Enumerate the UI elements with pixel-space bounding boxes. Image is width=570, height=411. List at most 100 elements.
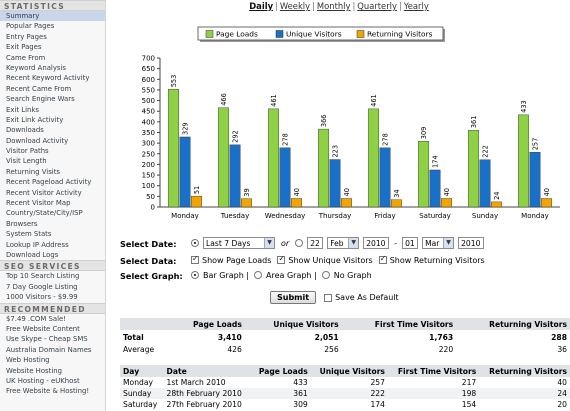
range-dash: - bbox=[394, 238, 398, 248]
tab-yearly[interactable]: Yearly bbox=[403, 1, 429, 11]
bar-page-loads-2 bbox=[268, 108, 279, 208]
bar-value-label: 361 bbox=[470, 116, 478, 129]
table-cell: 3,410 bbox=[217, 332, 242, 342]
daily_table-header-day: Day bbox=[120, 365, 164, 377]
bar-returning-visitors-2 bbox=[291, 198, 302, 208]
sidebar-item-visitor-paths[interactable]: Visitor Paths bbox=[6, 147, 49, 156]
date-preset-select[interactable]: Last 7 Days ▼ bbox=[203, 237, 275, 249]
from-month-select[interactable]: Feb ▼ bbox=[327, 237, 360, 249]
sidebar-item-downloads[interactable]: Downloads bbox=[6, 126, 44, 135]
bar-value-label: 278 bbox=[382, 133, 390, 146]
sidebar-item-search-engine-wars[interactable]: Search Engine Wars bbox=[6, 95, 75, 104]
sidebar-item-free-website-content[interactable]: Free Website Content bbox=[6, 324, 80, 333]
bar-value-label: 40 bbox=[443, 188, 451, 196]
sidebar-item-exit-pages[interactable]: Exit Pages bbox=[6, 43, 42, 52]
sidebar-item-download-activity[interactable]: Download Activity bbox=[6, 136, 69, 145]
daily-table: Day Date Page Loads Unique Visitors First Ti… bbox=[120, 365, 570, 410]
x-tick-label: Tuesday bbox=[220, 212, 249, 220]
area-graph-radio[interactable] bbox=[254, 271, 262, 279]
tab-daily[interactable]: Daily bbox=[249, 1, 274, 11]
sidebar-item-1000-visitors-9-99[interactable]: 1000 Visitors - $9.99 bbox=[6, 293, 78, 302]
to-month-select[interactable]: Mar ▼ bbox=[422, 237, 455, 249]
sidebar-item-download-logs[interactable]: Download Logs bbox=[6, 250, 59, 259]
sidebar-item-web-hosting[interactable]: Web Hosting bbox=[6, 356, 50, 365]
bar-value-label: 466 bbox=[220, 93, 228, 106]
chevron-down-icon: ▼ bbox=[264, 238, 274, 248]
bar-value-label: 24 bbox=[493, 192, 501, 200]
tab-weekly[interactable]: Weekly bbox=[279, 1, 311, 11]
table-cell: 220 bbox=[438, 345, 454, 354]
bar-page-loads-4 bbox=[368, 108, 379, 208]
sidebar-item-7-day-google-listing[interactable]: 7 Day Google Listing bbox=[6, 282, 78, 291]
submit-row: Submit Save As Default bbox=[270, 291, 399, 304]
sidebar-item-visit-length[interactable]: Visit Length bbox=[6, 157, 47, 166]
table-cell: 217 bbox=[461, 378, 477, 387]
bar-unique-visitors-0 bbox=[179, 136, 191, 208]
bar-page-loads-7 bbox=[518, 114, 529, 208]
sidebar-item-country-state-city-isp[interactable]: Country/State/City/ISP bbox=[6, 209, 83, 218]
sidebar-item-recent-visitor-map[interactable]: Recent Visitor Map bbox=[6, 199, 71, 208]
bar-value-label: 223 bbox=[332, 145, 340, 158]
sidebar-item-exit-links[interactable]: Exit Links bbox=[6, 105, 39, 114]
sidebar-item-top-10-search-listing[interactable]: Top 10 Search Listing bbox=[6, 272, 80, 281]
bar-unique-visitors-7 bbox=[529, 152, 541, 208]
sidebar-item-lookup-ip-address[interactable]: Lookup IP Address bbox=[6, 240, 69, 249]
sidebar-item-7-49-com-sale[interactable]: $7.49 .COM Sale! bbox=[6, 314, 66, 323]
tab-monthly[interactable]: Monthly bbox=[316, 1, 351, 11]
daily_table-header-returning-visitors: Returning Visitors bbox=[479, 365, 570, 377]
table-cell: 198 bbox=[387, 388, 480, 399]
bar-value-label: 461 bbox=[270, 94, 278, 107]
sidebar-item-recent-pageload-activity[interactable]: Recent Pageload Activity bbox=[6, 178, 92, 187]
bar-graph-radio[interactable] bbox=[191, 271, 199, 279]
from-day-field[interactable]: 22 bbox=[307, 237, 324, 249]
sidebar-item-website-hosting[interactable]: Website Hosting bbox=[6, 366, 63, 375]
to-year-field[interactable]: 2010 bbox=[458, 237, 485, 249]
x-tick-label: Monday bbox=[171, 212, 199, 220]
page-loads-checkbox[interactable] bbox=[191, 254, 199, 264]
sidebar-item-system-stats[interactable]: System Stats bbox=[6, 230, 52, 239]
save-default-checkbox[interactable] bbox=[324, 293, 333, 302]
sidebar-section-statistics: STATISTICS bbox=[0, 0, 105, 11]
x-tick-label: Saturday bbox=[419, 212, 451, 220]
sidebar-item-keyword-analysis[interactable]: Keyword Analysis bbox=[6, 63, 67, 72]
sidebar-item-recent-keyword-activity[interactable]: Recent Keyword Activity bbox=[6, 74, 90, 83]
sidebar-item-browsers[interactable]: Browsers bbox=[6, 219, 38, 228]
sidebar-item-uk-hosting-eukhost[interactable]: UK Hosting - eUKhost bbox=[6, 376, 80, 385]
y-tick-label: 200 bbox=[142, 161, 155, 169]
sidebar-item-exit-link-activity[interactable]: Exit Link Activity bbox=[6, 115, 64, 124]
table-cell: 309 bbox=[293, 400, 308, 409]
sidebar-item-came-from[interactable]: Came From bbox=[6, 53, 46, 62]
tab-separator: | bbox=[398, 1, 402, 11]
date-range-radio[interactable] bbox=[295, 239, 304, 247]
to-day-field[interactable]: 01 bbox=[402, 237, 419, 249]
submit-button[interactable]: Submit bbox=[270, 291, 317, 304]
date-preset-radio[interactable] bbox=[191, 239, 199, 247]
sidebar-item-summary[interactable]: Summary bbox=[0, 11, 105, 22]
daily_table-header-page-loads: Page Loads bbox=[251, 365, 311, 377]
sidebar-item-recent-visitor-activity[interactable]: Recent Visitor Activity bbox=[6, 188, 82, 197]
bar-value-label: 278 bbox=[282, 133, 290, 146]
bar-page-loads-0 bbox=[168, 89, 179, 208]
sidebar-item-free-website-hosting[interactable]: Free Website & Hosting! bbox=[6, 387, 90, 396]
bar-value-label: 34 bbox=[393, 189, 401, 197]
x-tick-label: Wednesday bbox=[265, 212, 306, 220]
table-row: Sunday 28th February 2010 361 222 198 24 bbox=[120, 388, 570, 399]
table-cell: 361 bbox=[251, 388, 311, 399]
bar-graph-label: Bar Graph | bbox=[203, 270, 249, 280]
tab-quarterly[interactable]: Quarterly bbox=[357, 1, 397, 11]
sidebar-item-returning-visits[interactable]: Returning Visits bbox=[6, 167, 60, 176]
returning-visitors-checkbox[interactable] bbox=[378, 254, 387, 264]
table-cell: Monday bbox=[123, 378, 153, 387]
sidebar-item-australia-domain-names[interactable]: Australia Domain Names bbox=[6, 345, 92, 354]
sidebar-item-entry-pages[interactable]: Entry Pages bbox=[6, 32, 47, 41]
sidebar-item-recent-came-from[interactable]: Recent Came From bbox=[6, 84, 72, 93]
sidebar-section-seo-services: SEO SERVICES bbox=[0, 260, 105, 272]
unique-visitors-checkbox[interactable] bbox=[277, 254, 286, 264]
no-graph-radio[interactable] bbox=[321, 271, 330, 279]
sidebar-item-popular-pages[interactable]: Popular Pages bbox=[6, 22, 55, 31]
from-year-field[interactable]: 2010 bbox=[363, 237, 390, 249]
select-graph-label: Select Graph: bbox=[120, 271, 183, 281]
sidebar-item-use-skype-cheap-sms[interactable]: Use Skype - Cheap SMS bbox=[6, 335, 88, 344]
legend-swatch-unique-visitors bbox=[275, 30, 284, 38]
